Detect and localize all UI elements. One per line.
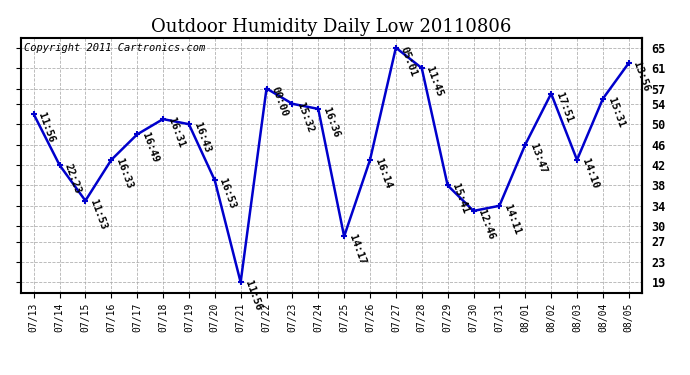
Text: Copyright 2011 Cartronics.com: Copyright 2011 Cartronics.com: [23, 43, 205, 52]
Text: 11:53: 11:53: [88, 198, 108, 231]
Text: 16:49: 16:49: [140, 132, 160, 164]
Text: 16:31: 16:31: [166, 116, 186, 149]
Text: 05:01: 05:01: [399, 45, 419, 78]
Text: 12:46: 12:46: [476, 208, 496, 241]
Text: 13:56: 13:56: [631, 60, 651, 93]
Text: 14:17: 14:17: [347, 234, 367, 266]
Text: 16:14: 16:14: [373, 157, 393, 190]
Text: 14:11: 14:11: [502, 203, 522, 236]
Text: 16:53: 16:53: [217, 177, 237, 210]
Text: 13:47: 13:47: [528, 142, 548, 175]
Text: 16:36: 16:36: [321, 106, 341, 139]
Text: 16:43: 16:43: [192, 122, 212, 154]
Text: 11:56: 11:56: [37, 111, 57, 144]
Text: 16:33: 16:33: [114, 157, 134, 190]
Text: 17:51: 17:51: [554, 91, 574, 124]
Text: 11:56: 11:56: [244, 279, 264, 312]
Text: 15:41: 15:41: [451, 183, 471, 215]
Text: 14:10: 14:10: [580, 157, 600, 190]
Text: 15:32: 15:32: [295, 101, 315, 134]
Text: 22:23: 22:23: [62, 162, 82, 195]
Text: 15:31: 15:31: [606, 96, 626, 129]
Text: 11:45: 11:45: [424, 65, 444, 98]
Text: 00:00: 00:00: [269, 86, 289, 118]
Title: Outdoor Humidity Daily Low 20110806: Outdoor Humidity Daily Low 20110806: [151, 18, 511, 36]
